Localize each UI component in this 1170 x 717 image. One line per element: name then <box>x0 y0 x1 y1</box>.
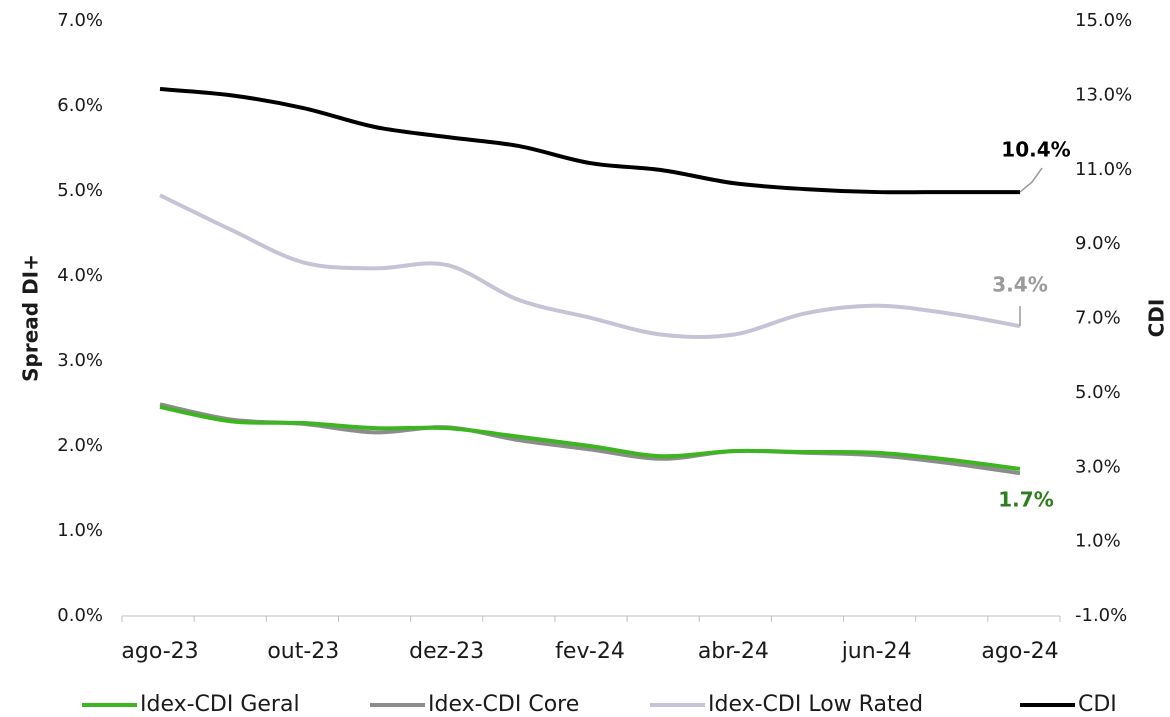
y2-tick-label: 13.0% <box>1075 84 1132 105</box>
data-label: 1.7% <box>998 487 1053 511</box>
legend-label: CDI <box>1078 692 1117 717</box>
x-tick-label: ago-23 <box>121 639 198 664</box>
x-tick-label: jun-24 <box>841 639 912 664</box>
leader-line <box>1019 167 1043 193</box>
y2-tick-label: 3.0% <box>1075 456 1121 477</box>
y2-axis-label: CDI <box>1145 299 1169 338</box>
y-tick-label: 0.0% <box>57 605 103 626</box>
y-axis-label: Spread DI+ <box>19 254 43 382</box>
data-label: 3.4% <box>992 273 1047 297</box>
y-tick-label: 5.0% <box>57 180 103 201</box>
x-tick-label: out-23 <box>267 639 339 664</box>
y-tick-label: 7.0% <box>57 10 103 31</box>
y2-tick-label: 5.0% <box>1075 382 1121 403</box>
line-series <box>159 404 1021 471</box>
y-tick-label: 2.0% <box>57 435 103 456</box>
legend-label: Idex-CDI Core <box>428 692 579 717</box>
y2-tick-label: 9.0% <box>1075 233 1121 254</box>
legend-label: Idex-CDI Geral <box>140 692 300 717</box>
legend-label: Idex-CDI Low Rated <box>708 692 923 717</box>
x-tick-label: ago-24 <box>981 639 1058 664</box>
y-tick-label: 1.0% <box>57 520 103 541</box>
x-tick-label: abr-24 <box>698 639 769 664</box>
line-series <box>159 87 1020 195</box>
data-label: 10.4% <box>1001 138 1070 162</box>
x-tick-label: fev-24 <box>555 639 625 664</box>
y2-tick-label: -1.0% <box>1075 605 1127 626</box>
y2-tick-label: 11.0% <box>1075 159 1132 180</box>
line-series <box>159 193 1021 340</box>
y2-tick-label: 1.0% <box>1075 531 1121 552</box>
y2-tick-label: 7.0% <box>1075 308 1121 329</box>
x-tick-label: dez-23 <box>409 639 484 664</box>
y-tick-label: 3.0% <box>57 350 103 371</box>
y-tick-label: 6.0% <box>57 95 103 116</box>
y-tick-label: 4.0% <box>57 265 103 286</box>
line-series <box>159 402 1021 476</box>
y2-tick-label: 15.0% <box>1075 10 1132 31</box>
